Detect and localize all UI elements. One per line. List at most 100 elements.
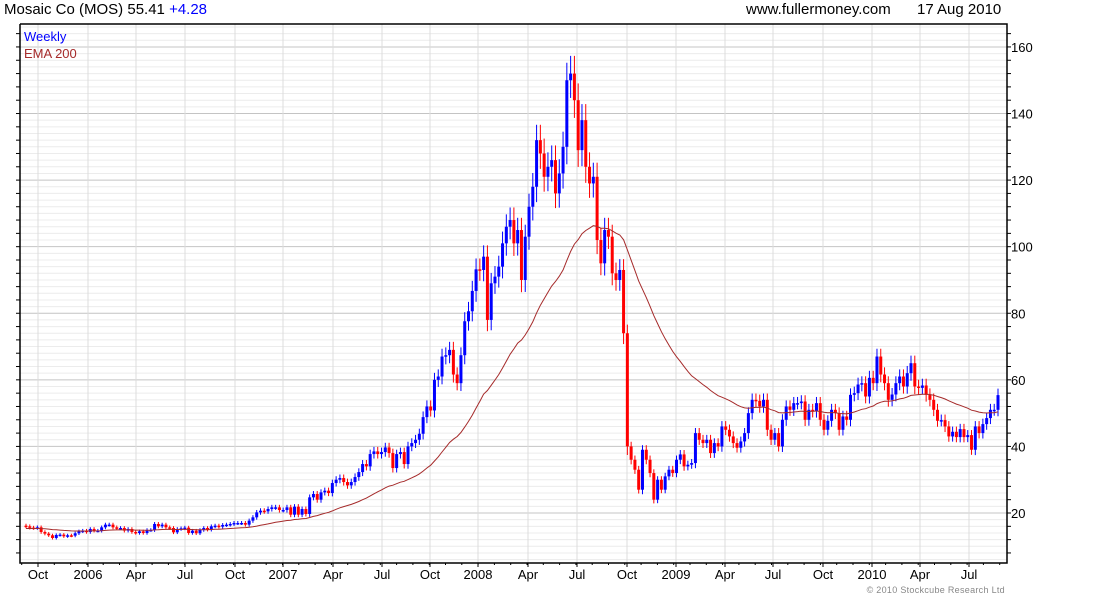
y-tick-label: 160	[1011, 40, 1033, 55]
candle-up	[395, 454, 399, 469]
candle-up	[285, 507, 289, 511]
candle-down	[932, 399, 936, 410]
candle-up	[750, 399, 754, 414]
candle-down	[837, 413, 841, 430]
candle-up	[372, 451, 376, 455]
candle-up	[867, 377, 871, 397]
candle-up	[103, 524, 107, 528]
candle-up	[973, 426, 977, 450]
x-tick-label: Apr	[910, 567, 931, 582]
candle-down	[864, 383, 868, 397]
candle-down	[614, 273, 618, 280]
x-tick-label: Jul	[374, 567, 391, 582]
candle-up	[640, 449, 644, 490]
candle-down	[50, 535, 54, 538]
candle-up	[160, 524, 164, 527]
candle-up	[561, 146, 565, 174]
x-tick-label: Apr	[323, 567, 344, 582]
candle-down	[519, 230, 523, 280]
candle-down	[644, 449, 648, 460]
candle-down	[962, 429, 966, 438]
y-tick-label: 140	[1011, 107, 1033, 122]
legend-ema: EMA 200	[24, 46, 77, 61]
candle-up	[432, 379, 436, 411]
candle-down	[134, 531, 138, 534]
candle-down	[633, 459, 637, 470]
candle-up	[996, 395, 1000, 410]
candle-down	[345, 482, 349, 486]
candle-up	[145, 529, 149, 533]
candle-up	[796, 403, 800, 405]
candle-down	[512, 220, 516, 244]
y-tick-label: 40	[1011, 439, 1025, 454]
candle-up	[100, 527, 104, 531]
candle-down	[765, 399, 769, 430]
candle-up	[531, 186, 535, 207]
grid	[20, 24, 1007, 563]
candle-up	[380, 452, 384, 455]
y-tick-label: 80	[1011, 306, 1025, 321]
candle-down	[451, 349, 455, 375]
candle-up	[293, 506, 297, 515]
candle-up	[792, 403, 796, 410]
candle-up	[361, 464, 365, 473]
candle-up	[951, 431, 955, 437]
x-tick-label: Oct	[28, 567, 49, 582]
candle-up	[898, 376, 902, 384]
candle-up	[137, 531, 141, 533]
candle-up	[675, 459, 679, 474]
candle-up	[274, 507, 278, 509]
candle-down	[913, 363, 917, 387]
candle-up	[848, 394, 852, 420]
candle-up	[780, 419, 784, 447]
candle-up	[414, 439, 418, 444]
copyright: © 2010 Stockcube Research Ltd	[866, 585, 1005, 595]
candle-down	[584, 120, 588, 167]
candle-down	[625, 333, 629, 447]
candle-down	[803, 401, 807, 420]
candle-down	[928, 394, 932, 400]
candle-down	[62, 534, 66, 537]
candle-down	[883, 374, 887, 384]
candle-down	[156, 523, 160, 527]
x-tick-label: 2008	[464, 567, 493, 582]
x-tick-label: 2009	[662, 567, 691, 582]
candle-up	[678, 454, 682, 460]
candle-down	[943, 420, 947, 427]
candle-up	[353, 477, 357, 483]
candle-down	[871, 377, 875, 384]
candle-up	[992, 409, 996, 412]
candle-up	[470, 290, 474, 312]
candle-up	[255, 512, 259, 518]
candle-up	[417, 433, 421, 440]
candle-down	[111, 524, 115, 528]
candle-up	[988, 409, 992, 419]
candle-up	[482, 256, 486, 270]
candle-up	[232, 522, 236, 525]
candle-up	[440, 356, 444, 377]
candle-up	[236, 522, 240, 525]
candle-up	[890, 394, 894, 400]
candle-down	[833, 409, 837, 414]
candle-up	[149, 529, 153, 532]
candle-up	[656, 479, 660, 500]
candle-up	[905, 373, 909, 387]
candle-down	[164, 524, 168, 528]
candle-up	[799, 401, 803, 404]
candle-down	[701, 439, 705, 444]
candle-up	[720, 426, 724, 447]
candle-up	[190, 530, 194, 533]
candle-down	[735, 443, 739, 448]
candle-up	[565, 80, 569, 147]
candle-down	[977, 426, 981, 434]
candle-down	[455, 374, 459, 384]
candle-up	[410, 443, 414, 447]
candle-down	[542, 153, 546, 177]
candle-down	[724, 426, 728, 430]
candle-up	[939, 420, 943, 422]
candle-up	[516, 230, 520, 244]
candle-up	[535, 140, 539, 187]
candle-down	[777, 433, 781, 447]
site-link[interactable]: www.fullermoney.com	[746, 1, 891, 18]
candles	[24, 55, 1000, 540]
